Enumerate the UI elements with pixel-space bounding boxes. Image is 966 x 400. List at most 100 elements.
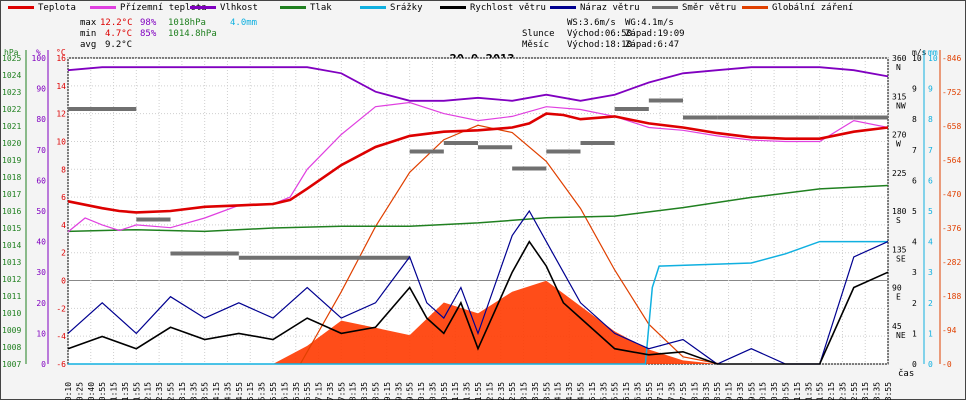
hpa-tick: 1009 <box>2 326 21 335</box>
ms-tick: 2 <box>912 299 917 308</box>
pct-tick: 20 <box>36 299 46 308</box>
x-tick-label: 09:15 <box>383 382 392 400</box>
x-tick-label: 15:35 <box>599 382 608 400</box>
x-tick-label: 13:15 <box>520 382 529 400</box>
x-tick-label: 04:55 <box>235 382 244 400</box>
x-tick-label: 09:35 <box>394 382 403 400</box>
ms-tick: 8 <box>912 115 917 124</box>
x-tick-label: 08:35 <box>360 382 369 400</box>
series-srazky <box>68 240 888 365</box>
x-tick-label: 00:25 <box>75 382 84 400</box>
ws-value: WS:3.6m/s <box>567 18 616 28</box>
dir-tick: 180 <box>892 207 907 216</box>
x-tick-label: 06:15 <box>280 382 289 400</box>
legend-label: Globální záření <box>772 3 854 13</box>
legend-item-2: Přízemní teplota <box>90 3 207 13</box>
mm-tick: 2 <box>928 299 933 308</box>
x-tick-label: 21:15 <box>793 382 802 400</box>
x-tick-label: 12:35 <box>497 382 506 400</box>
x-tick-label: 13:35 <box>531 382 540 400</box>
x-tick-label: 05:15 <box>246 382 255 400</box>
dir-tick: 315 <box>892 92 907 101</box>
legend-item-9: Globální záření <box>742 3 853 13</box>
degc-tick: 0 <box>61 277 66 286</box>
moonset: Západ:6:47 <box>625 40 680 50</box>
x-tick-label: 12:15 <box>485 382 494 400</box>
wm2-tick: -376 <box>942 224 961 233</box>
degc-tick: 8 <box>61 165 66 174</box>
legend-swatch <box>8 6 34 9</box>
x-tick-label: 08:55 <box>372 382 381 400</box>
x-tick-label: 01:35 <box>121 382 130 400</box>
legend-swatch <box>90 6 116 9</box>
axis-label-dir: m/s <box>912 48 927 57</box>
legend-swatch <box>742 6 768 9</box>
dir-tick: 135 <box>892 245 907 254</box>
hpa-tick: 1012 <box>2 275 21 284</box>
legend: Teplota Přízemní teplota Vlhkost Tlak Srážky… <box>0 0 966 18</box>
hpa-tick: 1011 <box>2 292 21 301</box>
mm-tick: 7 <box>928 146 933 155</box>
x-tick-label: 06:55 <box>303 382 312 400</box>
degc-tick: 14 <box>56 82 66 91</box>
x-tick-label: 20:15 <box>759 382 768 400</box>
dir-tick-label: W <box>896 140 901 149</box>
x-tick-label: 23:35 <box>873 382 882 400</box>
x-tick-label: 02:15 <box>144 382 153 400</box>
hpa-tick: 1021 <box>2 122 21 131</box>
degc-tick: 6 <box>61 193 66 202</box>
x-tick-label: 05:35 <box>258 382 267 400</box>
legend-swatch <box>280 6 306 9</box>
ms-tick: 7 <box>912 146 917 155</box>
x-tick-label: 22:15 <box>827 382 836 400</box>
axis-label-pct: % <box>36 48 41 57</box>
x-tick-label: 22:35 <box>838 382 847 400</box>
x-tick-label: 00:10 <box>64 382 73 400</box>
pct-tick: 60 <box>36 176 46 185</box>
dir-tick-label: E <box>896 293 901 302</box>
x-tick-label: 20:35 <box>770 382 779 400</box>
wm2-tick: -188 <box>942 292 961 301</box>
legend-label: Teplota <box>38 3 76 13</box>
x-tick-label: 21:35 <box>804 382 813 400</box>
legend-swatch <box>190 6 216 9</box>
legend-label: Vlhkost <box>220 3 258 13</box>
wm2-tick: -658 <box>942 122 961 131</box>
mm-tick: 10 <box>928 54 938 63</box>
degc-tick: -4 <box>56 332 66 341</box>
legend-swatch <box>360 6 386 9</box>
legend-item-7: Náraz větru <box>550 3 640 13</box>
x-tick-label: 19:35 <box>736 382 745 400</box>
hpa-tick: 1017 <box>2 190 21 199</box>
pct-tick: 80 <box>36 115 46 124</box>
ms-tick: 10 <box>912 54 922 63</box>
wm2-tick: -564 <box>942 156 961 165</box>
hpa-tick: 1023 <box>2 88 21 97</box>
mm-tick: 1 <box>928 329 933 338</box>
wm2-tick: -0 <box>942 360 952 369</box>
sunset: Západ:19:09 <box>625 29 685 39</box>
legend-label: Tlak <box>310 3 332 13</box>
pct-tick: 30 <box>36 268 46 277</box>
axis-label-mm: mm <box>928 48 938 57</box>
ms-tick: 1 <box>912 329 917 338</box>
wm2-tick: -94 <box>942 326 957 335</box>
x-tick-label: 11:15 <box>451 382 460 400</box>
max-humidity: 98% <box>140 18 157 28</box>
wm2-tick: -282 <box>942 258 961 267</box>
series-naraz-vetru <box>67 209 889 365</box>
moonrise: Východ:18:10 <box>567 40 633 50</box>
hpa-tick: 1014 <box>2 241 21 250</box>
ms-tick: 5 <box>912 207 917 216</box>
dir-tick: 270 <box>892 131 907 140</box>
x-tick-label: 00:55 <box>98 382 107 400</box>
pct-tick: 90 <box>36 85 46 94</box>
series-rychlost-vetru <box>67 240 889 365</box>
x-tick-label: 12:55 <box>508 382 517 400</box>
mm-tick: 8 <box>928 115 933 124</box>
dir-tick-label: NE <box>896 331 906 340</box>
hpa-tick: 1015 <box>2 224 21 233</box>
dir-tick: 45 <box>892 322 902 331</box>
ms-tick: 3 <box>912 268 917 277</box>
